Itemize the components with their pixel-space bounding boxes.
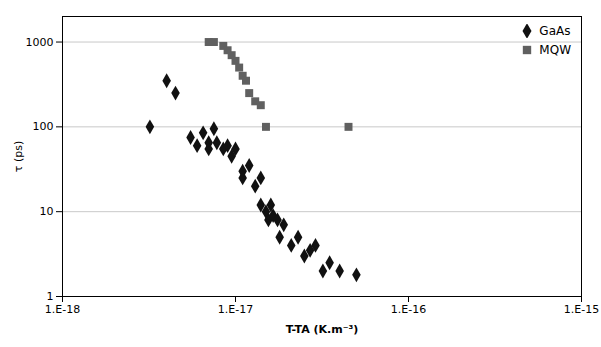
html-text:MQW: MQW xyxy=(539,43,571,57)
svg-text:1: 1 xyxy=(47,290,54,303)
svg-text:1000: 1000 xyxy=(26,36,54,49)
html-text:GaAs: GaAs xyxy=(539,24,571,38)
svg-text:T-TA (K.m⁻³): T-TA (K.m⁻³) xyxy=(286,323,359,336)
svg-text:1.E-17: 1.E-17 xyxy=(218,303,253,316)
svg-text:100: 100 xyxy=(33,120,54,133)
svg-text:τ (ps): τ (ps) xyxy=(12,141,25,172)
svg-text:10: 10 xyxy=(40,205,54,218)
svg-text:1.E-18: 1.E-18 xyxy=(45,303,80,316)
svg-text:1.E-16: 1.E-16 xyxy=(391,303,426,316)
svg-text:1.E-15: 1.E-15 xyxy=(564,303,599,316)
